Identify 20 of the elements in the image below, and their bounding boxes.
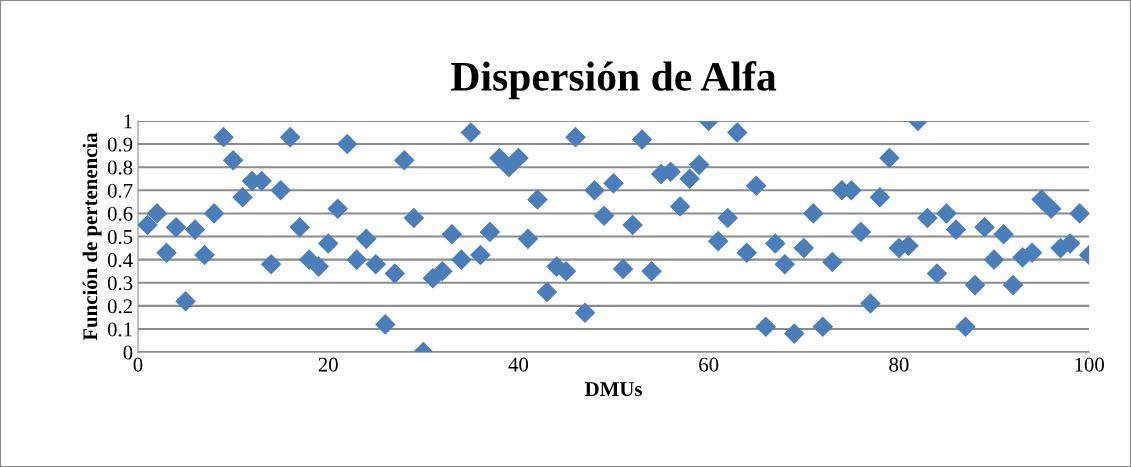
x-axis-title: DMUs bbox=[585, 382, 642, 397]
y-tick-label: 0.5 bbox=[107, 229, 133, 245]
y-tick-label: 0.8 bbox=[107, 160, 133, 175]
x-tick-label: 100 bbox=[1075, 357, 1104, 372]
y-tick-label: 0.4 bbox=[107, 253, 133, 268]
y-tick-label: 0.2 bbox=[107, 299, 132, 314]
x-tick-label: 80 bbox=[889, 357, 909, 372]
x-tick-label: 40 bbox=[508, 357, 529, 372]
y-tick-label: 0.6 bbox=[107, 206, 133, 221]
y-tick-label: 1 bbox=[124, 114, 132, 129]
y-tick-label: 0.1 bbox=[107, 322, 132, 337]
y-tick-label: 0 bbox=[123, 345, 133, 360]
y-tick-label: 0.9 bbox=[107, 137, 133, 152]
x-tick-label: 60 bbox=[699, 357, 719, 372]
y-axis-title: Función de pertenencia bbox=[82, 132, 102, 341]
y-tick-label: 0.3 bbox=[107, 276, 133, 291]
y-tick-label: 0.7 bbox=[107, 183, 133, 198]
chart-title: Dispersión de Alfa bbox=[451, 61, 777, 100]
x-tick-label: 20 bbox=[318, 357, 338, 372]
x-tick-label: 0 bbox=[133, 357, 143, 372]
